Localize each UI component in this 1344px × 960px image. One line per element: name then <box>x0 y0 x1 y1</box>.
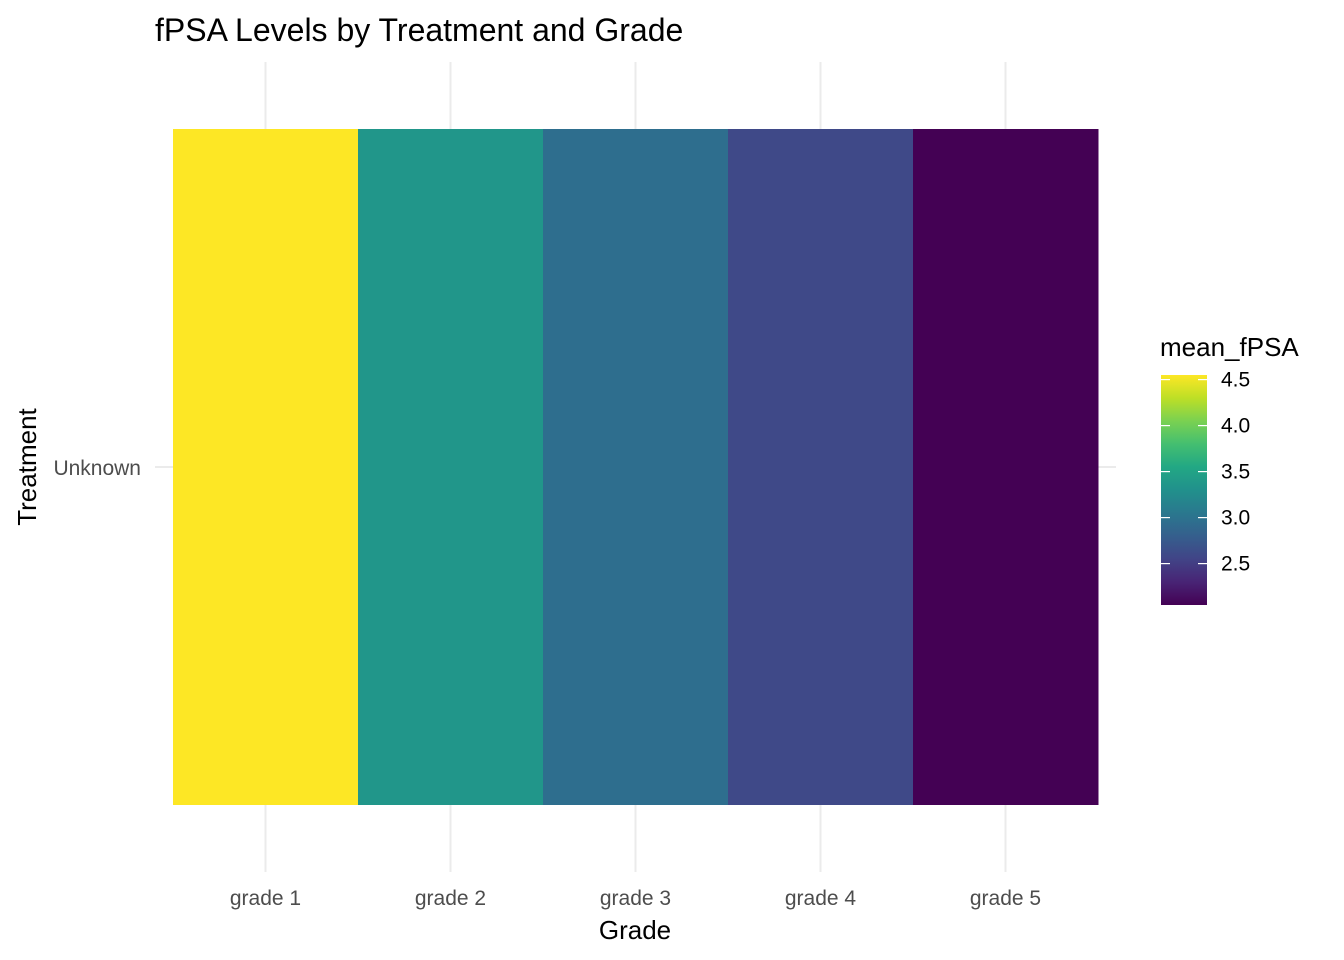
legend-tick-label: 3.5 <box>1221 461 1250 484</box>
heatmap-cell <box>543 129 729 805</box>
y-tick-label: Unknown <box>53 457 141 480</box>
legend-title: mean_fPSA <box>1160 332 1299 362</box>
heatmap-cells <box>173 129 1099 805</box>
heatmap-cell <box>358 129 544 805</box>
x-tick-label: grade 5 <box>970 887 1041 910</box>
x-tick-label: grade 3 <box>600 887 671 910</box>
heatmap-cell <box>173 129 359 805</box>
legend: mean_fPSA 4.5 4.0 3.5 3.0 2.5 <box>1160 332 1299 605</box>
legend-colorbar <box>1161 375 1207 605</box>
heatmap-cell <box>913 129 1099 805</box>
legend-tick-label: 2.5 <box>1221 553 1250 576</box>
y-axis-ticks: Unknown <box>53 457 141 480</box>
chart-title: fPSA Levels by Treatment and Grade <box>155 12 683 48</box>
x-tick-label: grade 2 <box>415 887 486 910</box>
legend-tick-label: 4.0 <box>1221 415 1250 438</box>
heatmap-cell <box>728 129 914 805</box>
legend-ticks: 4.5 4.0 3.5 3.0 2.5 <box>1161 369 1250 576</box>
y-axis-title: Treatment <box>12 407 42 525</box>
x-axis-title: Grade <box>599 915 671 945</box>
x-axis-ticks: grade 1 grade 2 grade 3 grade 4 grade 5 <box>230 887 1041 910</box>
legend-tick-label: 3.0 <box>1221 507 1250 530</box>
legend-tick-label: 4.5 <box>1221 369 1250 392</box>
x-tick-label: grade 1 <box>230 887 301 910</box>
x-tick-label: grade 4 <box>785 887 857 910</box>
